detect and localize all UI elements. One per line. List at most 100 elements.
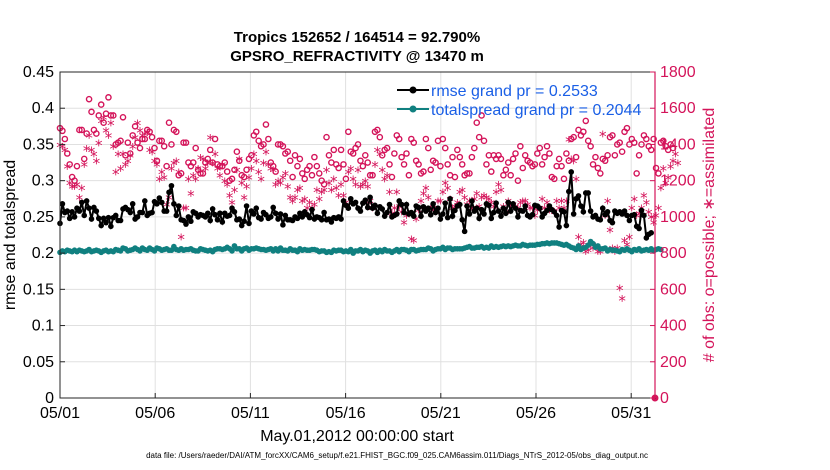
obs-possible-point bbox=[500, 171, 507, 179]
totalspread-point bbox=[229, 248, 235, 254]
rmse-point bbox=[173, 212, 180, 219]
rmse-point bbox=[585, 190, 591, 196]
obs-assimilated-point: * bbox=[582, 245, 590, 263]
obs-possible-point bbox=[623, 124, 631, 132]
obs-possible-point bbox=[395, 135, 403, 143]
rmse-point bbox=[476, 215, 482, 222]
obs-assimilated-point: * bbox=[473, 187, 481, 205]
obs-assimilated-point: * bbox=[190, 169, 198, 187]
obs-possible-point bbox=[507, 171, 514, 179]
rmse-point bbox=[69, 209, 75, 215]
rmse-point bbox=[379, 206, 386, 212]
obs-possible-point bbox=[597, 170, 604, 177]
x-axis: 05/01 05/06 05/11 05/16 05/21 05/26 05/31 bbox=[40, 393, 651, 422]
obs-assimilated-point: * bbox=[182, 202, 190, 220]
obs-assimilated-point: * bbox=[630, 193, 638, 211]
obs-assimilated-point: * bbox=[410, 234, 418, 252]
obs-assimilated-point: * bbox=[328, 184, 336, 202]
y-tick-label-right: 200 bbox=[660, 354, 687, 371]
obs-possible-point bbox=[204, 155, 212, 163]
obs-possible-point bbox=[420, 168, 427, 175]
obs-possible-point bbox=[388, 173, 396, 181]
obs-assimilated-point: * bbox=[253, 155, 261, 173]
y-tick-label-left: 0.4 bbox=[32, 100, 54, 117]
obs-possible-point bbox=[156, 137, 163, 145]
obs-assimilated-point: * bbox=[534, 203, 542, 221]
obs-assimilated-point: * bbox=[601, 209, 609, 227]
obs-possible-point bbox=[78, 126, 86, 134]
rmse-point bbox=[461, 228, 468, 235]
rmse-point bbox=[500, 205, 507, 211]
obs-possible-point bbox=[153, 157, 161, 165]
obs-assimilated-point: * bbox=[165, 191, 173, 209]
obs-possible-point bbox=[550, 175, 558, 183]
obs-assimilated-point: * bbox=[117, 162, 125, 180]
rmse-point bbox=[386, 201, 393, 208]
rmse-point bbox=[580, 209, 587, 215]
y-tick-label-left: 0.05 bbox=[23, 354, 54, 371]
obs-possible-point bbox=[427, 166, 435, 174]
obs-possible-point bbox=[100, 119, 107, 127]
obs-assimilated-point: * bbox=[657, 182, 665, 200]
obs-assimilated-point: * bbox=[291, 191, 299, 209]
obs-assimilated-point: * bbox=[362, 174, 370, 192]
obs-possible-point bbox=[514, 177, 522, 184]
obs-assimilated-point: * bbox=[158, 165, 166, 183]
obs-assimilated-point: * bbox=[572, 173, 580, 191]
rmse-point bbox=[149, 209, 155, 216]
obs-possible-point bbox=[410, 139, 418, 146]
obs-assimilated-point: * bbox=[400, 216, 408, 234]
rmse-point bbox=[536, 205, 543, 211]
obs-assimilated-point: * bbox=[294, 184, 302, 202]
y-tick-label-left: 0.35 bbox=[23, 136, 54, 153]
obs-possible-point bbox=[85, 95, 93, 103]
obs-possible-point bbox=[141, 135, 149, 143]
plot-area bbox=[60, 72, 655, 398]
obs-assimilated-point: * bbox=[238, 176, 246, 194]
rmse-point bbox=[466, 211, 473, 217]
obs-possible-point bbox=[105, 94, 112, 101]
obs-assimilated-point: * bbox=[223, 178, 231, 196]
obs-assimilated-point: * bbox=[553, 194, 561, 212]
obs-assimilated-point: * bbox=[483, 191, 491, 209]
obs-assimilated-point: * bbox=[320, 184, 328, 202]
obs-assimilated-point: * bbox=[199, 153, 207, 171]
obs-possible-point bbox=[173, 128, 180, 136]
obs-assimilated-point: * bbox=[381, 173, 389, 191]
obs-assimilated-point: * bbox=[233, 164, 241, 182]
obs-possible-point bbox=[437, 162, 444, 170]
obs-assimilated-point: * bbox=[386, 185, 394, 203]
obs-possible-point bbox=[308, 171, 316, 179]
obs-assimilated-point: * bbox=[311, 198, 319, 216]
obs-assimilated-point: * bbox=[59, 140, 67, 158]
obs-possible-point bbox=[534, 150, 541, 157]
obs-possible-point bbox=[357, 157, 364, 165]
obs-assimilated-point: * bbox=[408, 232, 416, 250]
obs-possible-point bbox=[601, 157, 609, 165]
obs-possible-point bbox=[616, 139, 623, 146]
rmse-point bbox=[86, 205, 92, 211]
rmse-point bbox=[440, 211, 446, 217]
obs-possible-point bbox=[80, 155, 88, 163]
obs-assimilated-point: * bbox=[417, 194, 425, 212]
obs-possible-point bbox=[233, 148, 241, 155]
obs-possible-point bbox=[206, 146, 214, 154]
obs-possible-point bbox=[439, 135, 447, 143]
obs-possible-point bbox=[286, 157, 294, 165]
obs-possible-point bbox=[473, 119, 481, 127]
obs-possible-point bbox=[315, 170, 323, 177]
obs-possible-point bbox=[255, 137, 262, 145]
obs-possible-point bbox=[63, 150, 71, 157]
obs-assimilated-point: * bbox=[376, 147, 384, 165]
obs-assimilated-point: * bbox=[236, 153, 244, 171]
rmse-point bbox=[64, 208, 71, 214]
y-tick-label-left: 0.2 bbox=[32, 245, 54, 262]
obs-possible-point bbox=[354, 141, 362, 148]
obs-assimilated-point: * bbox=[168, 162, 176, 180]
obs-possible-point bbox=[424, 144, 432, 152]
obs-possible-point bbox=[163, 162, 170, 170]
obs-possible-point bbox=[262, 121, 270, 128]
obs-possible-point bbox=[320, 180, 328, 188]
obs-possible-point bbox=[160, 142, 168, 150]
